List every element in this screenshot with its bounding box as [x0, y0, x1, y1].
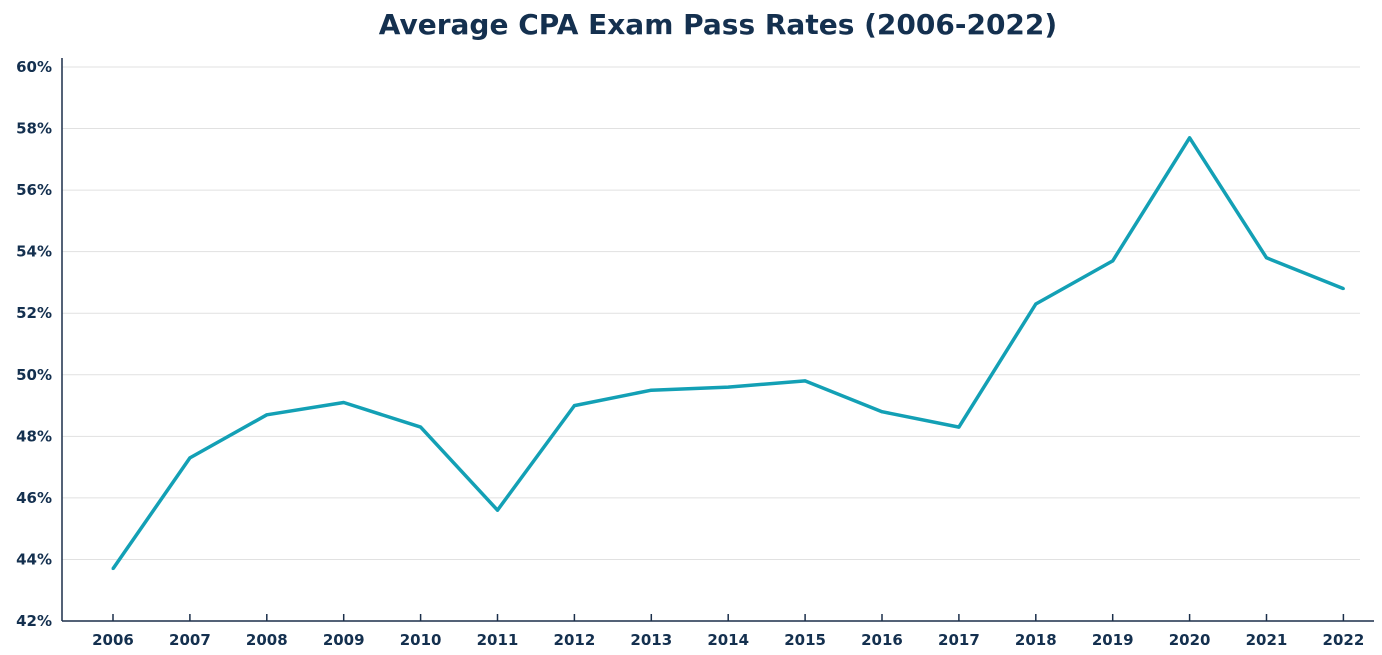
data-point [880, 410, 884, 414]
data-point [419, 425, 423, 429]
data-point [265, 413, 269, 417]
x-tick-label: 2009 [323, 631, 365, 649]
y-tick-label: 42% [16, 612, 52, 630]
series-line [111, 136, 1345, 570]
data-point [111, 567, 115, 571]
data-point [1034, 302, 1038, 306]
tick-labels: 42% 44% 46% 48% 50% 52% 54% 56% 58% 60% 2006 2007 20… [16, 58, 1364, 649]
data-point [496, 508, 499, 512]
y-tick-label: 60% [16, 58, 52, 76]
x-tick-label: 2015 [784, 631, 826, 649]
data-point [188, 456, 192, 460]
axes [61, 58, 1374, 622]
x-tick-label: 2017 [938, 631, 980, 649]
y-tick-label: 54% [16, 243, 52, 261]
x-tick-label: 2006 [92, 631, 134, 649]
x-tick-label: 2012 [554, 631, 596, 649]
data-point [803, 379, 807, 383]
data-point [342, 400, 346, 404]
series [111, 136, 1345, 571]
x-tick-label: 2022 [1323, 631, 1365, 649]
x-tick-label: 2008 [246, 631, 288, 649]
y-tick-label: 56% [16, 181, 52, 199]
data-point [957, 425, 961, 429]
data-point [1341, 287, 1345, 291]
x-tick-label: 2021 [1246, 631, 1288, 649]
y-tick-label: 46% [16, 489, 52, 507]
x-tick-label: 2007 [169, 631, 211, 649]
x-tick-label: 2016 [861, 631, 903, 649]
y-tick-label: 52% [16, 304, 52, 322]
y-tick-label: 50% [16, 366, 52, 384]
x-tick-label: 2014 [707, 631, 749, 649]
data-point [1111, 259, 1115, 263]
data-point [726, 385, 730, 389]
x-tick-label: 2013 [630, 631, 672, 649]
data-point [572, 404, 576, 408]
data-point [1188, 136, 1192, 140]
gridlines [62, 66, 1360, 560]
x-tick-label: 2020 [1169, 631, 1211, 649]
x-tick-label: 2010 [400, 631, 442, 649]
y-tick-label: 58% [16, 120, 52, 138]
y-tick-label: 44% [16, 550, 52, 568]
x-tick-label: 2019 [1092, 631, 1134, 649]
data-point [1265, 256, 1268, 260]
y-tick-label: 48% [16, 427, 52, 445]
x-tick-label: 2018 [1015, 631, 1057, 649]
chart-title: Average CPA Exam Pass Rates (2006-2022) [378, 8, 1058, 41]
x-tick-label: 2011 [477, 631, 519, 649]
data-point [649, 388, 653, 392]
